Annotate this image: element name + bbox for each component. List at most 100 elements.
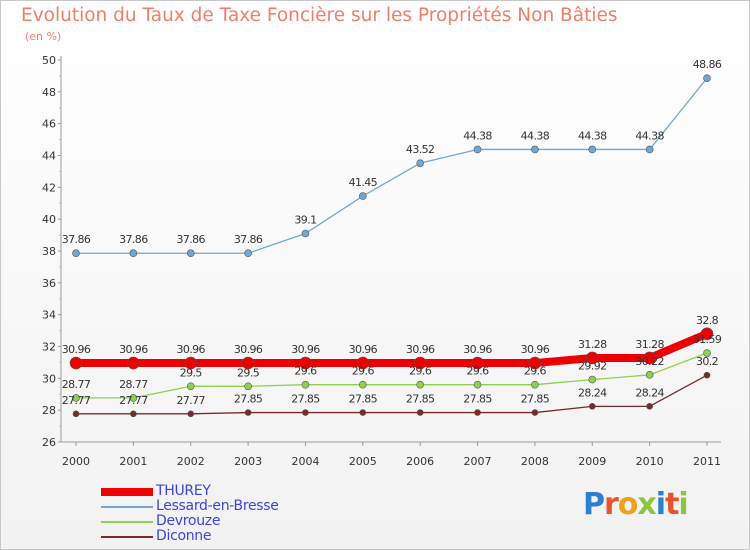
y-tick-label: 46 (42, 118, 56, 131)
data-label-lessard-en-bresse: 44.38 (578, 129, 607, 142)
x-tick-label: 2011 (693, 455, 721, 468)
proxiti-logo: Proxiti (583, 487, 689, 522)
legend-label: Lessard-en-Bresse (156, 498, 279, 514)
x-tick-label: 2009 (578, 455, 606, 468)
data-point-diconne (130, 410, 137, 418)
data-label-devrouze: 29.92 (578, 360, 607, 373)
x-tick-label: 2008 (521, 455, 549, 468)
data-point-lessard-en-bresse (531, 145, 539, 154)
x-tick-label: 2006 (406, 455, 434, 468)
data-point-diconne (72, 410, 80, 418)
data-point-diconne (244, 409, 252, 416)
y-tick-label: 28 (42, 404, 56, 417)
series-lessard-en-bresse (72, 74, 711, 258)
y-tick-label: 48 (42, 86, 56, 99)
data-label-thurey: 30.96 (291, 343, 320, 356)
data-point-lessard-en-bresse (129, 249, 138, 258)
data-point-devrouze (359, 380, 367, 389)
data-point-devrouze (645, 371, 654, 379)
data-label-thurey: 30.96 (406, 343, 435, 356)
y-tick-label: 30 (42, 372, 56, 385)
data-label-devrouze: 30.22 (635, 355, 664, 368)
data-label-thurey: 30.96 (349, 343, 378, 356)
y-tick-label: 40 (42, 213, 56, 226)
data-label-diconne: 27.85 (234, 393, 263, 406)
data-label-devrouze: 29.6 (524, 365, 547, 378)
data-label-lessard-en-bresse: 44.38 (635, 129, 664, 142)
data-label-thurey: 30.96 (234, 343, 263, 356)
data-label-diconne: 27.77 (176, 394, 205, 407)
data-label-diconne: 27.77 (119, 394, 148, 407)
data-label-diconne: 27.85 (406, 393, 435, 406)
data-label-devrouze: 28.77 (62, 378, 91, 391)
data-point-thurey (127, 356, 140, 370)
data-label-diconne: 27.77 (62, 394, 91, 407)
data-point-lessard-en-bresse (72, 249, 80, 258)
x-tick-label: 2010 (636, 455, 664, 468)
data-point-diconne (187, 410, 195, 418)
data-label-thurey: 30.96 (62, 343, 91, 356)
data-label-lessard-en-bresse: 39.1 (294, 213, 316, 226)
x-tick-label: 2000 (62, 455, 90, 468)
data-point-devrouze (473, 380, 482, 389)
data-label-thurey: 31.28 (578, 338, 607, 351)
data-label-lessard-en-bresse: 37.86 (62, 233, 91, 246)
data-point-devrouze (301, 380, 310, 389)
y-tick-label: 32 (42, 341, 56, 354)
data-point-lessard-en-bresse (186, 249, 195, 258)
data-label-thurey: 30.96 (119, 343, 148, 356)
data-label-lessard-en-bresse: 37.86 (119, 233, 148, 246)
x-tick-label: 2007 (464, 455, 492, 468)
series-devrouze (72, 349, 711, 402)
legend-label: Devrouze (156, 513, 221, 529)
data-label-thurey: 30.96 (176, 343, 205, 356)
data-label-devrouze: 29.6 (466, 365, 489, 378)
data-point-devrouze (588, 375, 597, 384)
y-tick-label: 36 (42, 277, 56, 290)
data-point-lessard-en-bresse (301, 229, 310, 238)
data-point-devrouze (186, 382, 195, 391)
unit-label: (en %) (25, 30, 62, 43)
legend-swatch (101, 536, 153, 538)
data-point-thurey (299, 356, 312, 370)
legend-label: THUREY (156, 483, 211, 499)
data-label-lessard-en-bresse: 37.86 (234, 233, 263, 246)
x-tick-label: 2004 (291, 455, 319, 468)
data-label-devrouze: 29.6 (409, 365, 432, 378)
y-tick-label: 34 (42, 309, 56, 322)
data-point-lessard-en-bresse (244, 249, 252, 258)
data-label-devrouze: 29.5 (237, 366, 260, 379)
data-label-lessard-en-bresse: 48.86 (693, 58, 722, 71)
data-label-thurey: 31.28 (635, 338, 664, 351)
x-tick-label: 2003 (234, 455, 262, 468)
data-point-devrouze (531, 380, 539, 389)
data-label-diconne: 27.85 (521, 393, 550, 406)
series-line-lessard-en-bresse (75, 77, 708, 254)
data-label-devrouze: 29.6 (294, 365, 317, 378)
data-label-thurey: 30.96 (521, 343, 550, 356)
data-label-devrouze: 28.77 (119, 378, 148, 391)
legend-label: Diconne (156, 528, 212, 544)
data-point-devrouze (416, 380, 424, 389)
series-line-diconne (75, 374, 708, 415)
data-label-lessard-en-bresse: 41.45 (349, 176, 378, 189)
data-point-thurey (700, 327, 714, 341)
legend-swatch (101, 488, 153, 496)
y-tick-label: 42 (42, 181, 56, 194)
data-point-thurey (413, 356, 427, 370)
y-tick-label: 38 (42, 245, 56, 258)
data-point-lessard-en-bresse (416, 159, 424, 167)
data-label-lessard-en-bresse: 43.52 (406, 143, 435, 156)
data-point-thurey (241, 356, 255, 370)
data-point-thurey (585, 351, 599, 365)
x-tick-label: 2005 (349, 455, 377, 468)
data-label-lessard-en-bresse: 37.86 (176, 233, 205, 246)
data-point-thurey (184, 356, 198, 370)
data-label-lessard-en-bresse: 44.38 (521, 129, 550, 142)
series-line-thurey (72, 329, 711, 368)
data-point-diconne (588, 403, 596, 410)
data-point-lessard-en-bresse (473, 145, 482, 154)
legend-swatch (101, 506, 153, 508)
data-point-thurey (69, 356, 83, 370)
